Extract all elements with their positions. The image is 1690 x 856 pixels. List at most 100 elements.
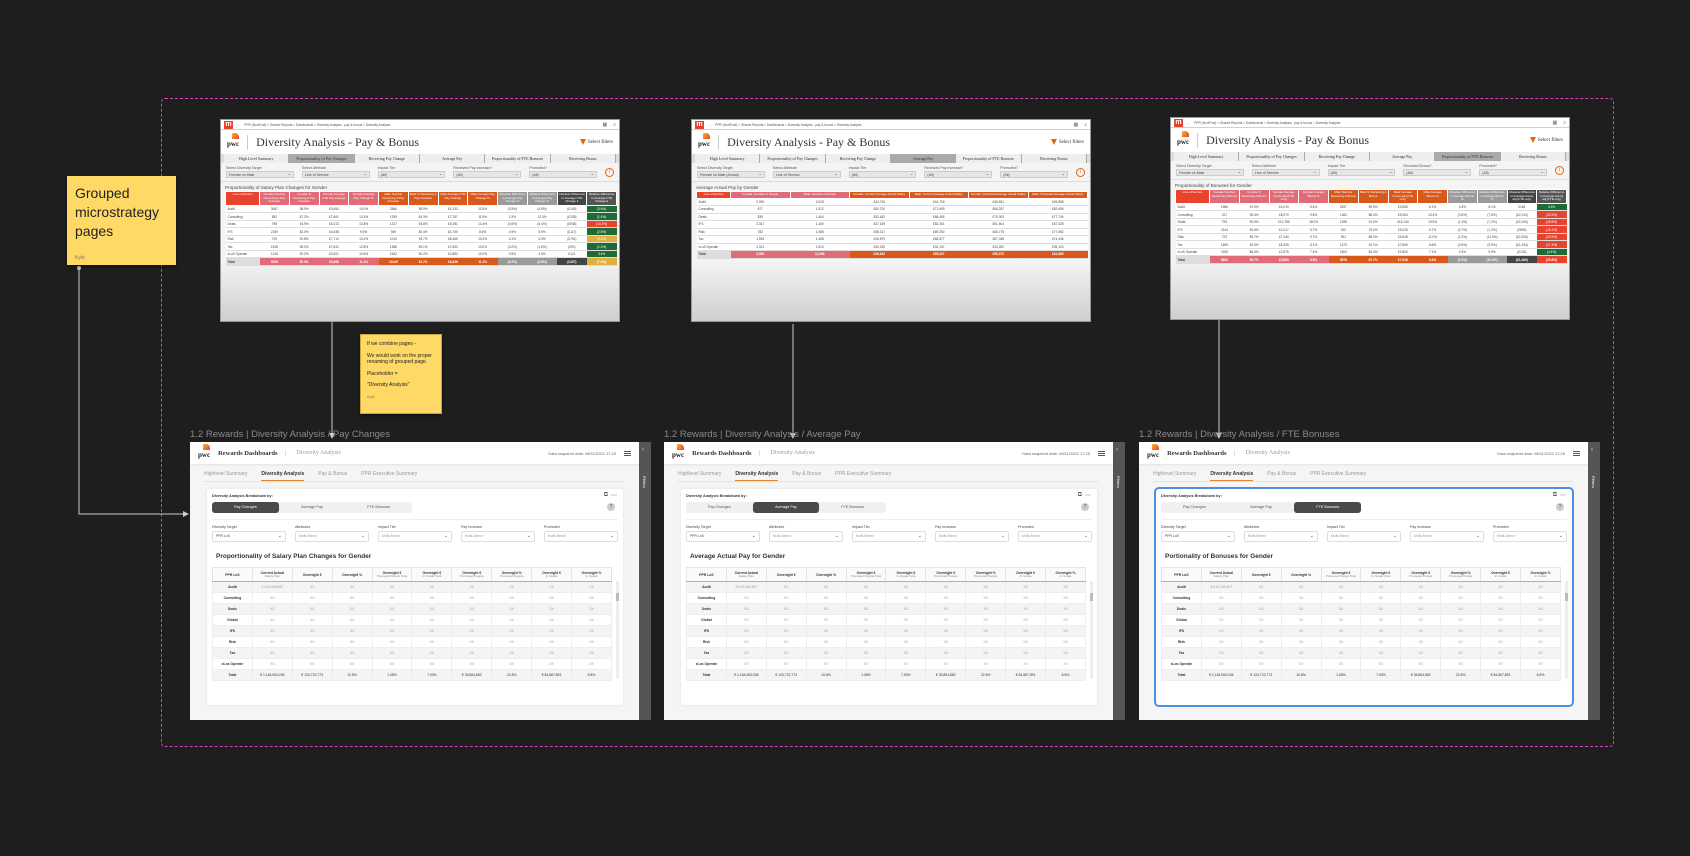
hamburger-menu-icon[interactable] bbox=[1098, 450, 1105, 456]
segment-0[interactable]: Pay Changes bbox=[1182, 505, 1206, 509]
filter-select[interactable]: (All) bbox=[1479, 169, 1547, 176]
filter-select[interactable]: Multi-Select bbox=[852, 531, 926, 542]
tab-0[interactable]: High Level Summary bbox=[695, 154, 761, 163]
tab-2[interactable]: Receiving Pay Change bbox=[354, 154, 420, 163]
back-arrow-icon[interactable]: ← bbox=[708, 122, 712, 127]
more-icon[interactable]: ⋯ bbox=[1560, 493, 1566, 499]
filter-select[interactable]: PPR LoS bbox=[212, 531, 286, 542]
table-scrollbar[interactable] bbox=[1090, 581, 1093, 679]
filter-select[interactable]: (All) bbox=[848, 171, 917, 178]
help-icon[interactable]: ? bbox=[607, 503, 615, 511]
tab-4[interactable]: Proportionality of FTE Bonuses bbox=[485, 154, 551, 163]
tab-1[interactable]: Proportionality of Pay Changes bbox=[1239, 152, 1305, 161]
table-scrollbar[interactable] bbox=[1565, 581, 1568, 679]
segment-2[interactable]: FTE Bonuses bbox=[367, 505, 391, 509]
tab-3[interactable]: Average Pay bbox=[419, 154, 486, 163]
tab-0[interactable]: High Level Summary bbox=[224, 154, 290, 163]
segment-1[interactable]: Average Pay bbox=[1250, 505, 1272, 509]
segment-0[interactable]: Pay Changes bbox=[707, 505, 731, 509]
info-icon[interactable]: i bbox=[1075, 167, 1085, 177]
tab-3[interactable]: PPR Executive Summary bbox=[835, 471, 892, 477]
tab-2[interactable]: Pay & Bonus bbox=[792, 471, 822, 477]
more-icon[interactable]: ⋯ bbox=[1085, 493, 1091, 499]
filter-select[interactable]: Multi-Select bbox=[378, 531, 452, 542]
filter-select[interactable]: (All) bbox=[1403, 169, 1472, 176]
tab-1[interactable]: Proportionality of Pay Changes bbox=[760, 154, 826, 163]
filters-sidebar[interactable]: ‹ Filters bbox=[1113, 442, 1125, 720]
more-icon[interactable]: ⋯ bbox=[611, 493, 617, 499]
segment-1[interactable]: Average Pay bbox=[301, 505, 323, 509]
hamburger-menu-icon[interactable] bbox=[1573, 450, 1580, 456]
tab-3[interactable]: PPR Executive Summary bbox=[1310, 471, 1367, 477]
filter-select[interactable]: (All) bbox=[924, 171, 993, 178]
filter-select[interactable]: Female vs Male (Actual) bbox=[697, 171, 765, 178]
select-filters-button[interactable]: Select filters bbox=[1050, 139, 1084, 145]
tab-2[interactable]: Receiving Pay Change bbox=[825, 154, 891, 163]
sticky-note-grouped[interactable]: Grouped microstrategy pages Kyle bbox=[67, 176, 176, 265]
search-icon[interactable]: ⌕ bbox=[1084, 121, 1087, 128]
help-icon[interactable]: ? bbox=[1081, 503, 1089, 511]
filter-select[interactable]: Multi-Select bbox=[461, 531, 535, 542]
filter-select[interactable]: Multi-Select bbox=[1327, 531, 1401, 542]
tab-3[interactable]: Average Pay bbox=[1369, 152, 1436, 161]
grid-icon[interactable]: ▦ bbox=[1073, 121, 1079, 128]
tab-0[interactable]: High Level Summary bbox=[1174, 152, 1240, 161]
legacy-screenshot[interactable]: m ← PPR (NonProd) > Shared Reports > Dashb… bbox=[691, 119, 1091, 322]
tab-2[interactable]: Pay & Bonus bbox=[318, 471, 348, 477]
search-icon[interactable]: ⌕ bbox=[1563, 119, 1566, 126]
expand-icon[interactable]: ⧉ bbox=[1077, 492, 1082, 498]
filter-select[interactable]: Line of Service bbox=[1251, 169, 1320, 176]
dashboard-frame[interactable]: pwc Rewards Dashboards Diversity Analysis D… bbox=[664, 442, 1125, 720]
filter-select[interactable]: Multi-Select bbox=[544, 531, 618, 542]
grid-icon[interactable]: ▦ bbox=[1552, 119, 1558, 126]
filter-select[interactable]: (All) bbox=[453, 171, 522, 178]
tab-5[interactable]: Receiving Bonus bbox=[550, 154, 616, 163]
tab-1[interactable]: Diversity Analysis bbox=[1210, 468, 1254, 481]
back-arrow-icon[interactable]: ← bbox=[237, 122, 241, 127]
tab-3[interactable]: Average Pay bbox=[890, 154, 957, 163]
chevron-left-icon[interactable]: ‹ bbox=[1591, 447, 1593, 453]
tab-2[interactable]: Pay & Bonus bbox=[1267, 471, 1297, 477]
filter-select[interactable]: Multi-Select bbox=[769, 531, 843, 542]
filter-select[interactable]: PPR LoS bbox=[1161, 531, 1235, 542]
filters-sidebar[interactable]: ‹ Filters bbox=[639, 442, 651, 720]
segment-2[interactable]: FTE Bonuses bbox=[1294, 502, 1362, 513]
select-filters-button[interactable]: Select filters bbox=[579, 139, 613, 145]
dashboard-frame[interactable]: pwc Rewards Dashboards Diversity Analysis D… bbox=[1139, 442, 1600, 720]
search-icon[interactable]: ⌕ bbox=[613, 121, 616, 128]
legacy-screenshot[interactable]: m ← PPR (NonProd) > Shared Reports > Dashb… bbox=[220, 119, 620, 322]
filter-select[interactable]: Female vs Male bbox=[1176, 169, 1244, 176]
filter-select[interactable]: Multi-Select bbox=[295, 531, 369, 542]
chevron-left-icon[interactable]: ‹ bbox=[1116, 447, 1118, 453]
filter-select[interactable]: Line of Service bbox=[772, 171, 841, 178]
tab-4[interactable]: Proportionality of FTE Bonuses bbox=[1435, 152, 1501, 161]
expand-icon[interactable]: ⧉ bbox=[1552, 492, 1557, 498]
filter-select[interactable]: Multi-Select bbox=[1244, 531, 1318, 542]
segment-2[interactable]: FTE Bonuses bbox=[841, 505, 865, 509]
help-icon[interactable]: ? bbox=[1556, 503, 1564, 511]
tab-0[interactable]: Highlevel Summary bbox=[204, 471, 248, 477]
expand-icon[interactable]: ⧉ bbox=[603, 492, 608, 498]
filter-select[interactable]: PPR LoS bbox=[686, 531, 760, 542]
segment-1[interactable]: Average Pay bbox=[752, 502, 820, 513]
tab-1[interactable]: Proportionality of Pay Changes bbox=[289, 154, 355, 163]
tab-1[interactable]: Diversity Analysis bbox=[261, 468, 305, 481]
info-icon[interactable]: i bbox=[1554, 165, 1564, 175]
tab-3[interactable]: PPR Executive Summary bbox=[361, 471, 418, 477]
filter-select[interactable]: Multi-Select bbox=[935, 531, 1009, 542]
tab-1[interactable]: Diversity Analysis bbox=[735, 468, 779, 481]
table-scrollbar[interactable] bbox=[616, 581, 619, 679]
filter-select[interactable]: (All) bbox=[377, 171, 446, 178]
filter-select[interactable]: Multi-Select bbox=[1410, 531, 1484, 542]
sticky-note-combine[interactable]: If we combine pages - We would work on t… bbox=[360, 334, 442, 414]
chevron-left-icon[interactable]: ‹ bbox=[642, 447, 644, 453]
filter-select[interactable]: (All) bbox=[1327, 169, 1396, 176]
filter-select[interactable]: Line of Service bbox=[301, 171, 370, 178]
hamburger-menu-icon[interactable] bbox=[624, 450, 631, 456]
tab-5[interactable]: Receiving Bonus bbox=[1021, 154, 1087, 163]
segment-0[interactable]: Pay Changes bbox=[212, 502, 279, 513]
filters-sidebar[interactable]: ‹ Filters bbox=[1588, 442, 1600, 720]
filter-select[interactable]: (All) bbox=[529, 171, 597, 178]
dashboard-frame[interactable]: pwc Rewards Dashboards Diversity Analysis D… bbox=[190, 442, 651, 720]
grid-icon[interactable]: ▦ bbox=[602, 121, 608, 128]
